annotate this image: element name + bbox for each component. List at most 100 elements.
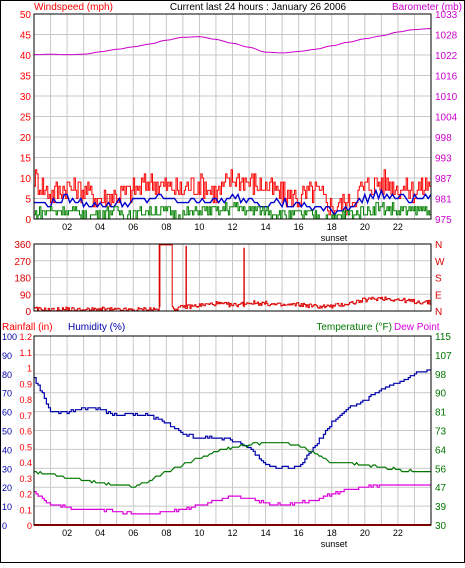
series-wind — [34, 169, 431, 216]
humidity-tick-label: 80 — [2, 370, 12, 380]
rain-tick-label: 0.1 — [19, 505, 32, 515]
humidity-tick-label: 100 — [2, 332, 17, 342]
humidity-tick-label: 50 — [2, 427, 12, 437]
humidity-tick-label: 70 — [2, 389, 12, 399]
right-tick-label: 993 — [435, 154, 452, 165]
series-dewpoint — [34, 484, 431, 515]
rainfall-label: Rainfall (in) — [2, 322, 53, 333]
rain-tick-label: 0.6 — [19, 427, 32, 437]
x-tick-label: 10 — [194, 528, 204, 538]
right-tick-label: W — [435, 257, 445, 268]
rain-tick-label: 0.7 — [19, 411, 32, 421]
rain-tick-label: 0.4 — [19, 458, 32, 468]
right-tick-label: 1033 — [435, 10, 458, 21]
x-tick-label: 18 — [327, 222, 337, 232]
right-tick-label: N — [435, 307, 442, 318]
rain-tick-label: 1 — [27, 364, 32, 374]
rain-tick-label: 0.5 — [19, 442, 32, 452]
humidity-label: Humidity (%) — [68, 322, 125, 333]
x-tick-label: 08 — [161, 222, 171, 232]
left-tick-label: 45 — [20, 31, 32, 42]
rain-tick-label: 0.9 — [19, 379, 32, 389]
sunset-annotation-top: sunset — [321, 233, 348, 243]
right-tick-label: 987 — [435, 174, 452, 185]
humidity-tick-label: 10 — [2, 502, 12, 512]
right-tick-label: 1028 — [435, 31, 458, 42]
x-tick-label: 04 — [95, 222, 105, 232]
left-tick-label: 15 — [20, 154, 32, 165]
right-tick-label: 981 — [435, 195, 452, 206]
left-tick-label: 270 — [14, 257, 31, 268]
series-humidity — [34, 369, 431, 469]
right-tick-label: 1022 — [435, 51, 458, 62]
right-tick-label: 90 — [435, 389, 447, 400]
x-tick-label: 10 — [194, 222, 204, 232]
x-tick-label: 12 — [227, 222, 237, 232]
x-tick-label: 02 — [62, 528, 72, 538]
right-tick-label: 98 — [435, 370, 447, 381]
x-tick-label: 18 — [327, 528, 337, 538]
x-tick-label: 04 — [95, 528, 105, 538]
x-tick-label: 02 — [62, 222, 72, 232]
right-tick-label: 1016 — [435, 72, 458, 83]
right-tick-label: 64 — [435, 445, 447, 456]
series-wind_avg — [34, 188, 432, 217]
left-tick-label: 25 — [20, 113, 32, 124]
left-tick-label: 35 — [20, 72, 32, 83]
left-tick-label: 90 — [20, 290, 32, 301]
x-tick-label: 12 — [227, 528, 237, 538]
left-tick-label: 40 — [20, 51, 32, 62]
right-tick-label: 56 — [435, 464, 447, 475]
right-tick-label: 115 — [435, 332, 451, 343]
x-tick-label: 08 — [161, 528, 171, 538]
x-tick-label: 22 — [393, 222, 403, 232]
humidity-tick-label: 30 — [2, 464, 12, 474]
right-tick-label: N — [435, 240, 442, 251]
right-tick-label: 975 — [435, 215, 452, 226]
humidity-tick-label: 60 — [2, 408, 12, 418]
series-barometer — [34, 28, 432, 56]
left-tick-label: 50 — [20, 10, 32, 21]
rain-tick-label: 0.2 — [19, 490, 32, 500]
temperature-label: Temperature (°F) — [316, 322, 392, 333]
sunset-annotation-bottom: sunset — [321, 539, 348, 549]
chart-title: Current last 24 hours : January 26 2006 — [170, 2, 347, 13]
plot-frame — [33, 243, 432, 312]
left-tick-label: 360 — [14, 240, 31, 251]
windspeed-label: Windspeed (mph) — [34, 2, 113, 13]
right-tick-label: 1010 — [435, 92, 458, 103]
barometer-label: Barometer (mb) — [392, 2, 462, 13]
x-tick-label: 06 — [128, 528, 138, 538]
right-tick-label: 30 — [435, 521, 447, 532]
humidity-tick-label: 0 — [2, 521, 7, 531]
series-temperature — [34, 442, 431, 488]
plot-frame — [33, 13, 432, 220]
left-tick-label: 10 — [20, 174, 32, 185]
x-tick-label: 06 — [128, 222, 138, 232]
right-tick-label: 998 — [435, 133, 452, 144]
x-tick-label: 16 — [294, 528, 304, 538]
series-wind_low — [34, 202, 432, 220]
x-tick-label: 16 — [294, 222, 304, 232]
humidity-tick-label: 90 — [2, 351, 12, 361]
left-tick-label: 20 — [20, 133, 32, 144]
left-tick-label: 0 — [25, 215, 31, 226]
rain-tick-label: 0.8 — [19, 395, 32, 405]
x-tick-label: 20 — [360, 528, 370, 538]
humidity-tick-label: 20 — [2, 483, 12, 493]
right-tick-label: E — [435, 290, 442, 301]
plot-frame — [33, 335, 432, 526]
x-tick-label: 14 — [261, 222, 271, 232]
rain-tick-label: 0 — [27, 521, 32, 531]
dewpoint-label: Dew Point — [394, 322, 440, 333]
x-tick-label: 22 — [393, 528, 403, 538]
x-tick-label: 20 — [360, 222, 370, 232]
left-tick-label: 0 — [25, 307, 31, 318]
right-tick-label: 39 — [435, 502, 447, 513]
x-tick-label: 14 — [261, 528, 271, 538]
rain-tick-label: 1.1 — [19, 348, 32, 358]
left-tick-label: 180 — [14, 274, 31, 285]
humidity-tick-label: 40 — [2, 445, 12, 455]
